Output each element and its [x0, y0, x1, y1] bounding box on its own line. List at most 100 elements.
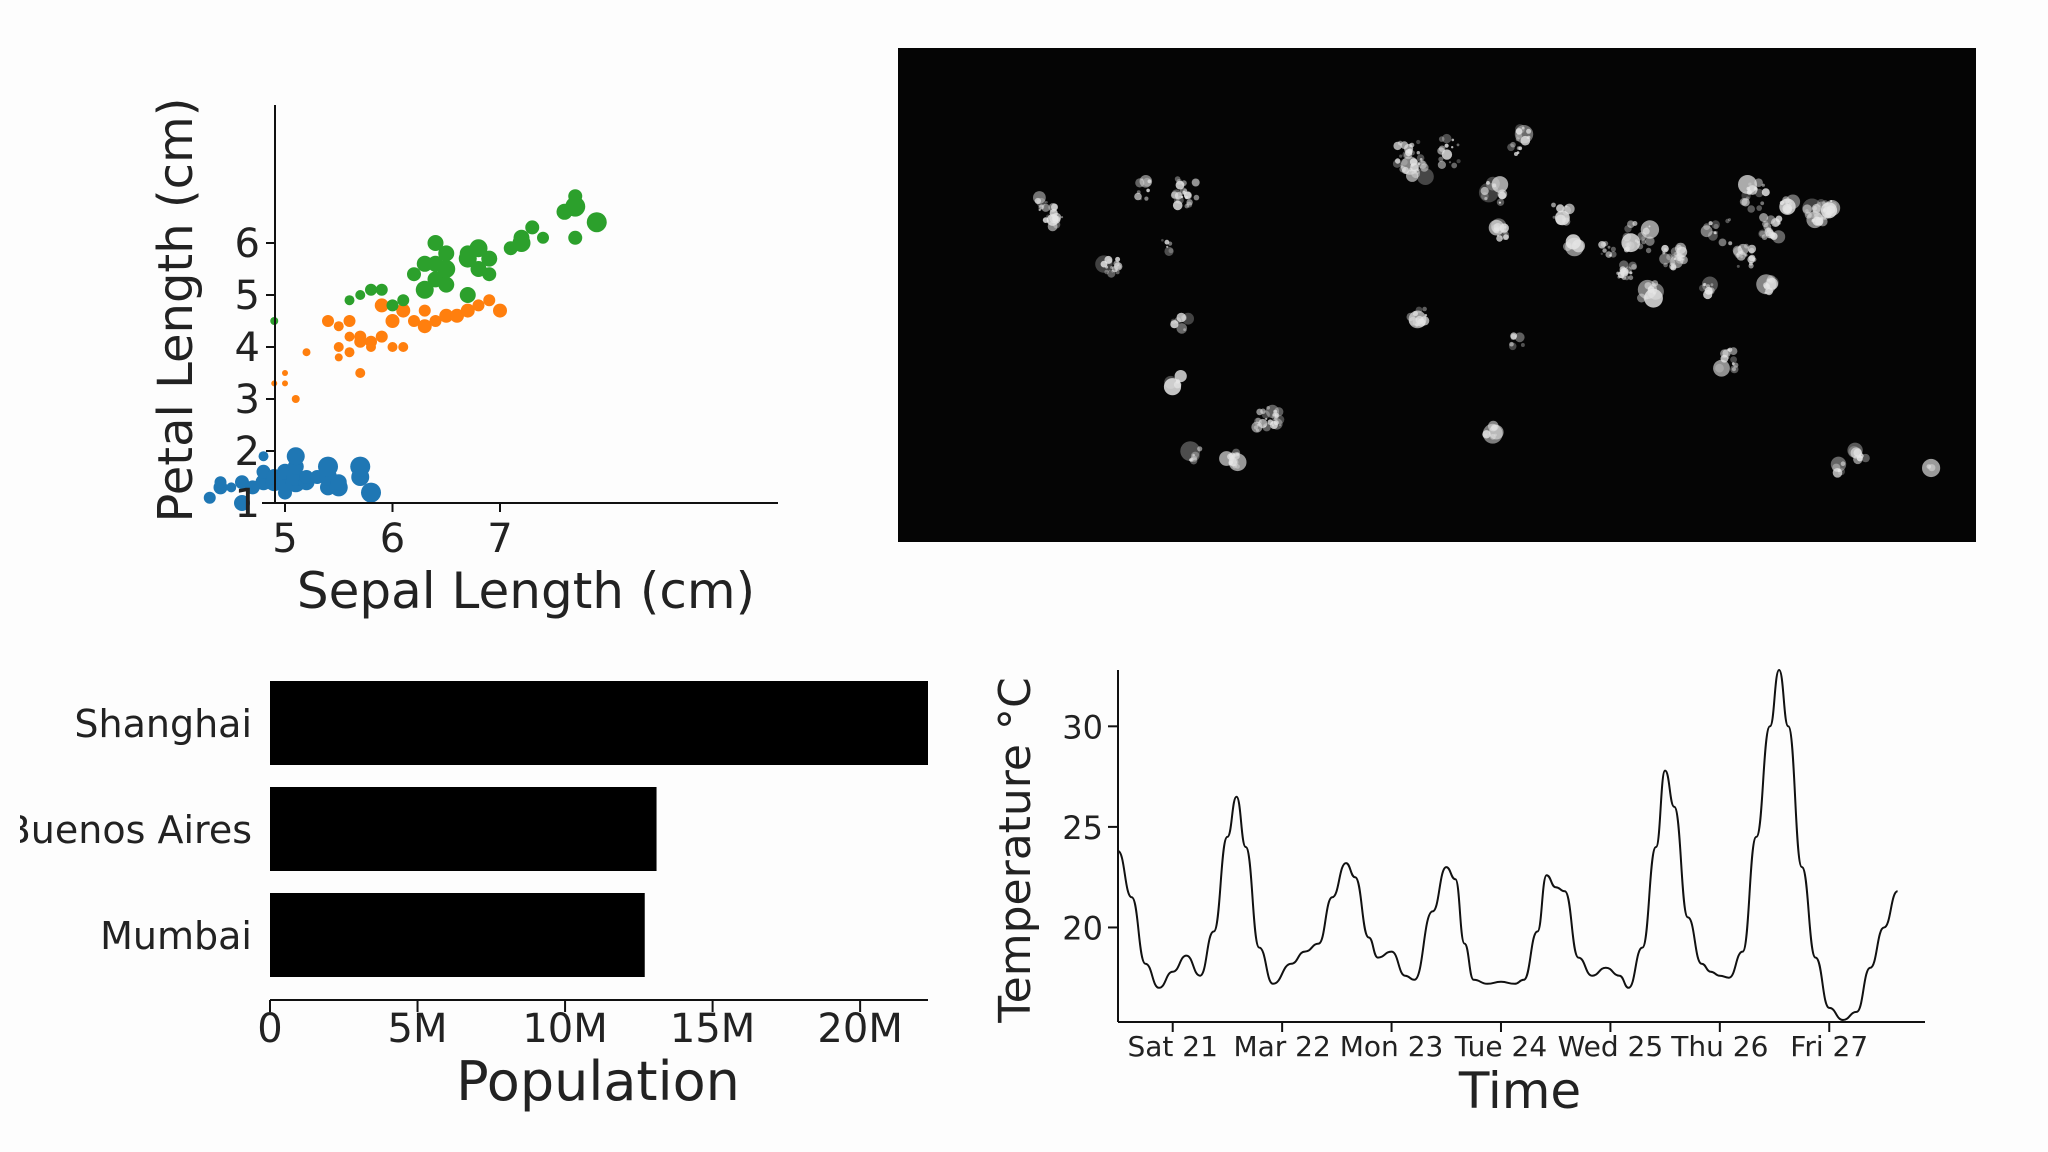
scatter-y-tick-label: 1 [235, 481, 260, 527]
line-x-axis-label: Time [1458, 1062, 1581, 1120]
city-light [1172, 200, 1183, 211]
city-light [1415, 306, 1423, 314]
city-light [1629, 271, 1633, 275]
scatter-point [469, 239, 488, 258]
city-light [1666, 253, 1673, 261]
bar-category-label: Buenos Aires [20, 808, 252, 852]
city-light [1733, 246, 1744, 257]
city-light [1176, 323, 1188, 334]
city-light [1713, 231, 1717, 235]
city-light [1562, 217, 1571, 226]
scatter-point [299, 470, 314, 484]
scatter-point [350, 456, 371, 477]
city-light [1147, 179, 1152, 184]
city-light [1813, 212, 1823, 223]
city-light [1922, 458, 1941, 478]
scatter-point [513, 229, 530, 246]
city-light [1728, 241, 1733, 246]
bar-x-tick-label: 10M [522, 1006, 607, 1052]
city-light [1824, 215, 1827, 219]
city-light [1514, 152, 1518, 156]
city-light [1644, 288, 1663, 308]
scatter-plot-area [203, 189, 607, 511]
city-light [1486, 176, 1500, 191]
city-light [1508, 342, 1517, 351]
city-light [1713, 223, 1719, 230]
city-light [1561, 214, 1570, 223]
scatter-point [482, 267, 497, 282]
city-light [1110, 266, 1114, 269]
city-light [1174, 192, 1183, 200]
city-light [1401, 166, 1410, 175]
city-light [1675, 253, 1684, 262]
city-light [1437, 160, 1446, 169]
city-light [1113, 260, 1120, 267]
city-light [1115, 270, 1120, 275]
city-light [1642, 227, 1650, 235]
city-light [1822, 209, 1826, 213]
city-light [1422, 306, 1427, 312]
scatter-point [330, 474, 347, 491]
city-light [1484, 197, 1488, 201]
city-light [1782, 196, 1790, 204]
city-light [1622, 232, 1632, 242]
city-light [1105, 265, 1109, 269]
city-light [1748, 182, 1752, 186]
city-light [1628, 275, 1634, 281]
city-light [1556, 204, 1565, 213]
city-light [1706, 284, 1710, 289]
city-light [1504, 225, 1507, 229]
scatter-point [415, 280, 434, 299]
city-light [1673, 251, 1678, 256]
population-bar [270, 893, 645, 977]
city-light [1782, 203, 1793, 214]
city-light [1746, 186, 1751, 191]
city-light [1673, 257, 1676, 261]
city-light [1645, 236, 1655, 246]
scatter-point [343, 315, 356, 327]
city-light [1515, 137, 1520, 142]
scatter-point [302, 348, 311, 357]
city-light [1136, 190, 1141, 195]
city-light [1273, 409, 1278, 414]
city-light [1761, 188, 1770, 197]
city-light [1788, 202, 1792, 206]
city-light [1812, 205, 1817, 211]
city-light [1144, 196, 1149, 201]
city-light [1563, 242, 1572, 251]
city-light [1274, 410, 1277, 413]
bar-x-axis-label: Population [456, 1050, 740, 1113]
scatter-point [418, 304, 431, 317]
city-light [1714, 230, 1718, 235]
scatter-point [318, 456, 338, 477]
city-light [1232, 452, 1240, 460]
city-light [1395, 158, 1401, 164]
city-light [1784, 199, 1787, 202]
city-light [1551, 202, 1556, 208]
city-light [1235, 464, 1240, 469]
city-light [1754, 188, 1764, 198]
city-light [1747, 255, 1755, 264]
city-light [1265, 404, 1279, 418]
world-night-lights-map [898, 48, 1976, 542]
city-light [1183, 191, 1192, 200]
city-light [1763, 283, 1771, 290]
city-light [1438, 156, 1444, 162]
city-light [1715, 363, 1724, 373]
city-light [1645, 247, 1652, 254]
city-light [1180, 441, 1201, 461]
city-light [1274, 407, 1284, 417]
city-light [1400, 158, 1408, 166]
city-light [1662, 251, 1666, 255]
scatter-point [437, 260, 456, 278]
city-light [1507, 143, 1515, 152]
city-light [1168, 248, 1174, 254]
scatter-point [407, 267, 421, 282]
city-light [1104, 255, 1113, 264]
city-light [1256, 408, 1263, 416]
city-light [1408, 143, 1413, 147]
city-light [1725, 218, 1730, 224]
city-light [1437, 147, 1445, 155]
city-light [1502, 229, 1508, 235]
